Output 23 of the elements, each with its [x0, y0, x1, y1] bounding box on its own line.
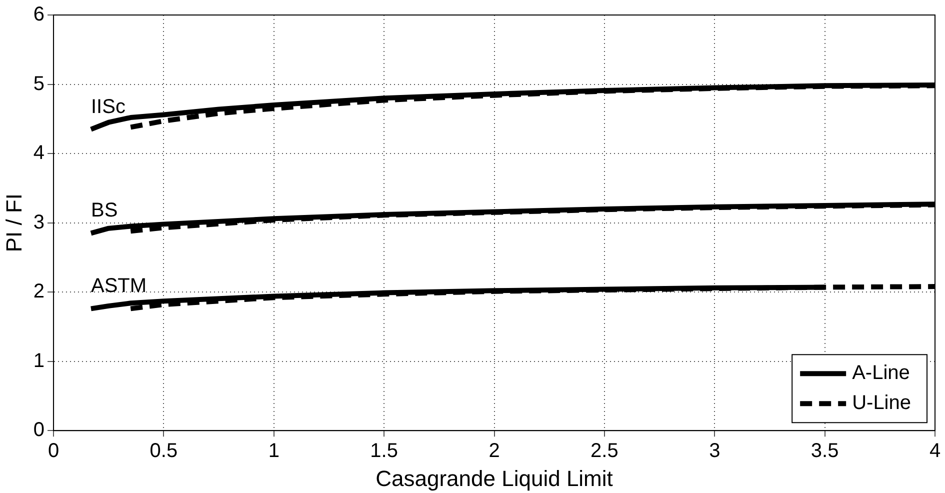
y-tick-label: 0 — [33, 419, 45, 442]
y-axis-title: PI / FI — [1, 193, 26, 252]
legend-label: A-Line — [852, 362, 910, 384]
legend-label: U-Line — [852, 392, 912, 414]
annotation: IISc — [90, 96, 126, 118]
y-tick-label: 2 — [33, 280, 45, 303]
x-axis-title: Casagrande Liquid Limit — [376, 466, 613, 491]
x-tick-label: 2.5 — [590, 440, 618, 462]
y-tick-label: 3 — [33, 211, 45, 234]
x-tick-label: 0 — [48, 440, 60, 462]
x-tick-label: 3 — [709, 440, 720, 462]
annotation: ASTM — [90, 275, 147, 298]
annotation: BS — [90, 200, 118, 222]
x-tick-label: 2 — [488, 440, 500, 462]
x-tick-label: 0.5 — [150, 440, 178, 462]
y-tick-label: 5 — [33, 72, 45, 95]
y-tick-label: 6 — [33, 4, 45, 26]
x-tick-label: 1.5 — [370, 440, 398, 462]
x-tick-label: 4 — [929, 440, 941, 462]
x-tick-label: 3.5 — [810, 440, 839, 462]
y-tick-label: 4 — [33, 142, 45, 164]
y-tick-label: 1 — [33, 350, 45, 372]
x-tick-label: 1 — [268, 440, 280, 462]
